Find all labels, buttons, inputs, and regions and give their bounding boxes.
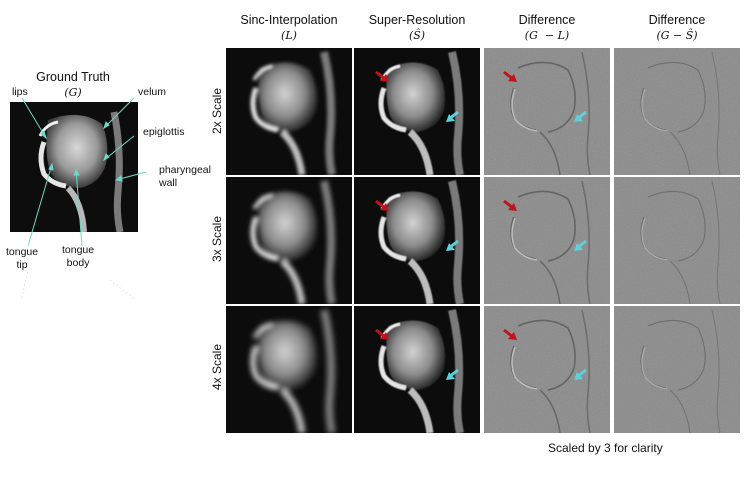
label-velum: velum (138, 86, 167, 98)
image-cell-2x-difference-s (614, 48, 740, 175)
row-label-3x: 3x Scale (210, 215, 224, 263)
image-cell-2x-sinc (226, 48, 352, 175)
image-cell-2x-super-resolution (354, 48, 480, 175)
image-cell-4x-difference-s (614, 306, 740, 433)
figure-caption: Scaled by 3 for clarity (548, 441, 663, 455)
image-cell-4x-difference-l (484, 306, 610, 433)
image-cell-4x-sinc (226, 306, 352, 433)
column-title: Difference (648, 13, 706, 27)
cyan-arrow (446, 110, 459, 122)
red-arrow (503, 199, 517, 211)
red-arrow (375, 199, 389, 211)
row-label-4x: 4x Scale (210, 343, 224, 391)
cyan-arrow (446, 239, 459, 251)
ground-truth-title-text: Ground Truth (36, 70, 110, 84)
label-epiglottis: epiglottis (143, 126, 185, 138)
cyan-arrow (574, 368, 587, 380)
label-tongue-body: tongue body (62, 244, 95, 269)
label-lips: lips (12, 86, 28, 98)
label-pharyngeal-wall: pharyngeal wall (159, 164, 211, 189)
row-label-2x: 2x Scale (210, 87, 224, 135)
image-cell-3x-difference-l (484, 177, 610, 304)
column-header-super-resolution: Super-Resolution (Ŝ) (354, 12, 480, 44)
image-cell-3x-sinc (226, 177, 352, 304)
column-symbol: (G − L) (524, 29, 570, 42)
image-cell-4x-super-resolution (354, 306, 480, 433)
column-symbol: (G − Ŝ) (656, 29, 698, 42)
image-cell-3x-difference-s (614, 177, 740, 304)
column-title: Difference (518, 13, 576, 27)
red-arrow (503, 328, 517, 340)
label-tongue-tip: tongue tip (6, 246, 39, 271)
column-title: Sinc-Interpolation (240, 13, 338, 27)
column-header-difference-s: Difference (G − Ŝ) (614, 12, 740, 44)
ground-truth-annotations (21, 97, 147, 300)
cyan-arrow (574, 110, 587, 122)
red-arrow (375, 70, 389, 82)
image-cell-3x-super-resolution (354, 177, 480, 304)
cyan-arrow (574, 239, 587, 251)
red-arrow (503, 70, 517, 82)
image-cell-2x-difference-l (484, 48, 610, 175)
column-symbol: (L) (281, 29, 297, 42)
column-header-difference-l: Difference (G − L) (484, 12, 610, 44)
ground-truth-symbol: (G) (64, 86, 82, 99)
red-arrow (375, 328, 389, 340)
ground-truth-title: Ground Truth (G) (18, 69, 128, 101)
column-title: Super-Resolution (368, 13, 466, 27)
column-header-sinc: Sinc-Interpolation (L) (226, 12, 352, 44)
cyan-arrow (446, 368, 459, 380)
column-symbol: (Ŝ) (408, 29, 426, 42)
